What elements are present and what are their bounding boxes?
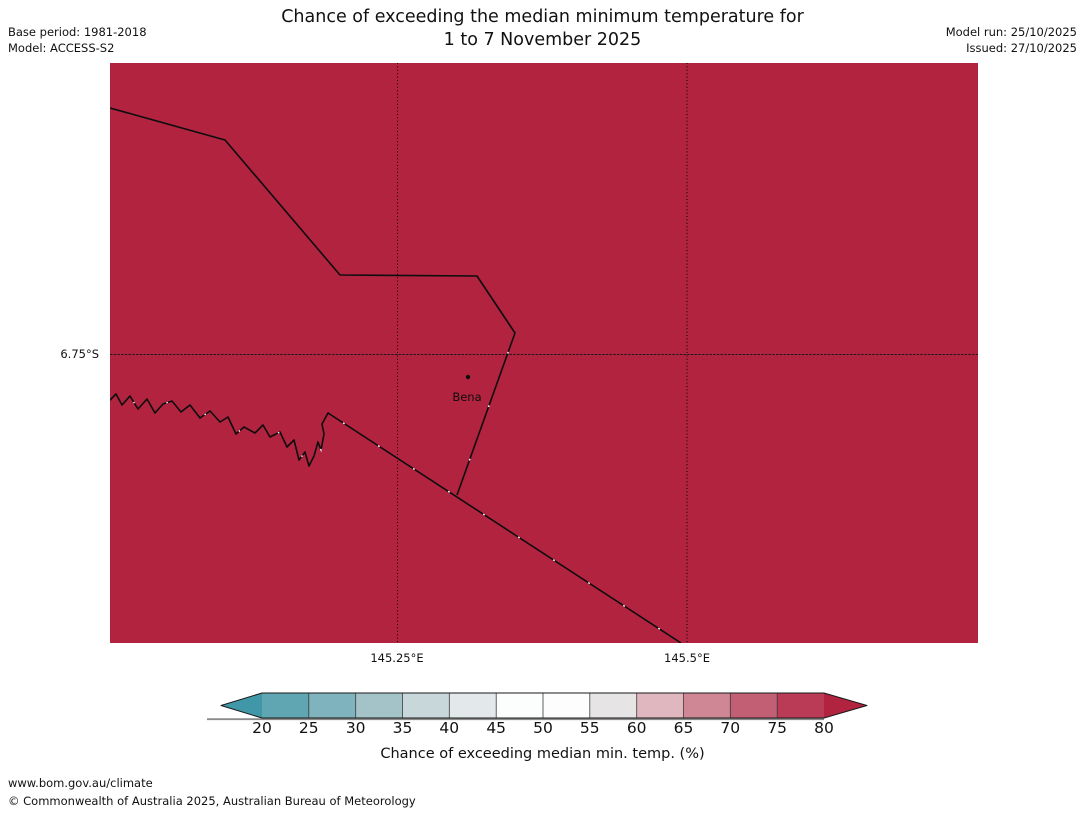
diagonal-border-line: [327, 412, 682, 644]
colorbar-tick-40: 40: [439, 719, 460, 737]
colorbar-axis-label: Chance of exceeding median min. temp. (%…: [380, 746, 705, 762]
page-title: Chance of exceeding the median minimum t…: [0, 6, 1085, 52]
lon-tick-label-145-25: 145.25°E: [370, 651, 424, 665]
colorbar-segment-20-25: [262, 693, 309, 718]
colorbar-segment-50-55: [543, 693, 590, 718]
bena-town-dot: [465, 374, 471, 380]
colorbar-tick-30: 30: [345, 719, 366, 737]
colorbar-tick-60: 60: [626, 719, 647, 737]
colorbar-segment-40-45: [449, 693, 497, 718]
district-border-line: [109, 107, 516, 496]
colorbar-segment-45-50: [496, 693, 544, 718]
colorbar-tick-65: 65: [673, 719, 694, 737]
colorbar-tick-25: 25: [298, 719, 319, 737]
footer-url[interactable]: www.bom.gov.au/climate: [8, 776, 153, 790]
map-svg: Bena: [109, 63, 978, 644]
colorbar-tick-35: 35: [392, 719, 413, 737]
colorbar-tick-50: 50: [533, 719, 553, 737]
title-line-2: 1 to 7 November 2025: [443, 30, 642, 50]
colorbar-segment-30-35: [355, 693, 403, 718]
colorbar-segment-55-60: [589, 693, 637, 718]
colorbar-segment-35-40: [402, 693, 450, 718]
base-period-text: Base period: 1981-2018: [8, 25, 147, 39]
colorbar-tick-75: 75: [767, 719, 788, 737]
header-meta-right: Model run: 25/10/2025 Issued: 27/10/2025: [946, 25, 1077, 56]
model-text: Model: ACCESS-S2: [8, 40, 115, 55]
lon-tick-label-145-5: 145.5°E: [664, 651, 710, 665]
colorbar-tick-70: 70: [720, 719, 741, 737]
colorbar-over-arrow: [824, 693, 867, 718]
issued-text: Issued: 27/10/2025: [966, 40, 1077, 55]
colorbar-tick-55: 55: [579, 719, 600, 737]
colorbar-tick-45: 45: [486, 719, 507, 737]
footer-copyright: © Commonwealth of Australia 2025, Austra…: [8, 794, 416, 808]
map-fill: [110, 63, 978, 643]
colorbar-tick-20: 20: [252, 719, 272, 737]
title-line-1: Chance of exceeding the median minimum t…: [281, 7, 804, 27]
map-canvas: Bena: [109, 63, 978, 644]
colorbar-segment-65-70: [683, 693, 731, 718]
colorbar-segment-70-75: [730, 693, 778, 718]
colorbar-outline: [220, 692, 868, 719]
river-line: [109, 393, 329, 467]
header-meta-left: Base period: 1981-2018 Model: ACCESS-S2: [8, 25, 147, 56]
colorbar-segment-dividers: [308, 693, 778, 718]
colorbar-segment-25-30: [308, 693, 356, 718]
colorbar-tick-80: 80: [814, 719, 834, 737]
bena-town-label: Bena: [452, 390, 481, 404]
colorbar-under-arrow: [221, 693, 262, 718]
lat-tick-label: 6.75°S: [60, 347, 99, 361]
colorbar-svg: [207, 692, 868, 721]
colorbar-segment-60-65: [636, 693, 684, 718]
model-run-text: Model run: 25/10/2025: [945, 25, 1077, 39]
colorbar: [205, 686, 885, 722]
colorbar-segment-75-80: [777, 693, 825, 718]
